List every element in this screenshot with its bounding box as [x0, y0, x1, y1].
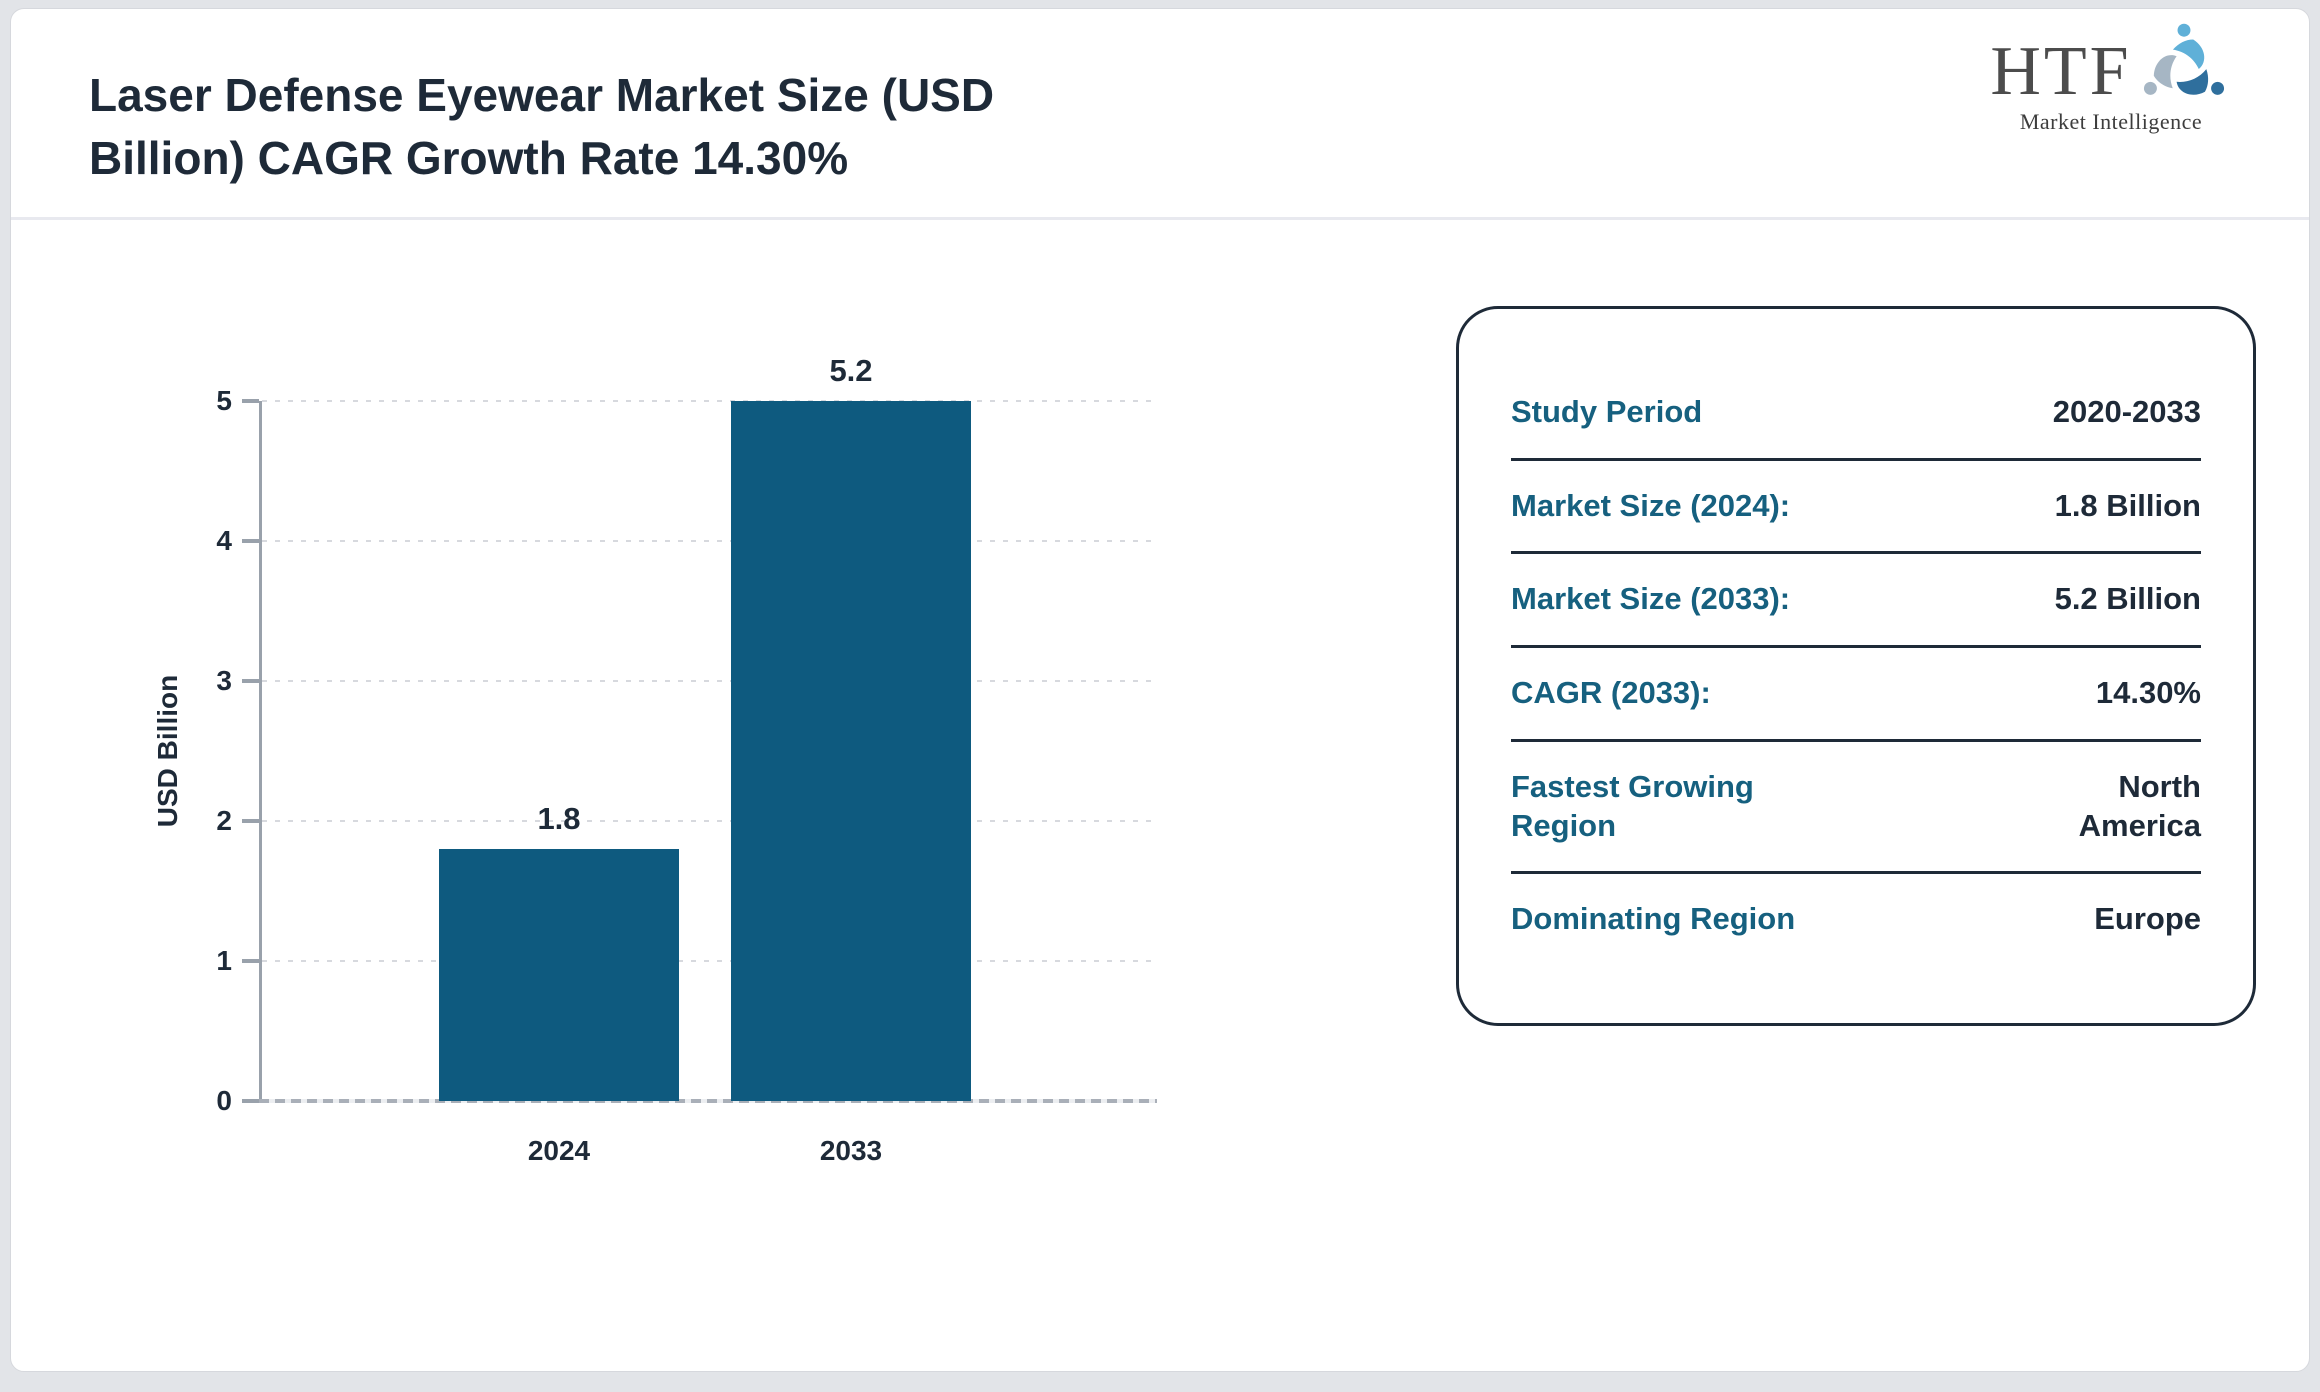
panel-row-value: North America [2078, 768, 2201, 843]
panel-row-label: CAGR (2033): [1511, 675, 1711, 711]
panel-row-label: Market Size (2033): [1511, 581, 1791, 617]
logo-tagline: Market Intelligence [2019, 109, 2203, 134]
header-divider [11, 217, 2309, 220]
htf-logo: HTF Market Intelligence [1961, 23, 2261, 135]
gridline [262, 960, 1154, 962]
summary-panel: Study Period 2020-2033 Market Size (2024… [1456, 306, 2256, 1026]
panel-row-value: 1.8 Billion [2054, 487, 2201, 523]
panel-row-value: Europe [2094, 901, 2201, 937]
infographic-card: Laser Defense Eyewear Market Size (USD B… [10, 8, 2310, 1372]
page-title: Laser Defense Eyewear Market Size (USD B… [89, 64, 994, 191]
y-axis-tick [242, 959, 259, 963]
y-axis-tick [242, 819, 259, 823]
panel-row: CAGR (2033): 14.30% [1511, 648, 2201, 742]
panel-row-label: Study Period [1511, 393, 1703, 429]
logo-brand-text: HTF [1990, 33, 2132, 110]
y-axis-tick [242, 1099, 259, 1103]
panel-row-value: 5.2 Billion [2054, 581, 2201, 617]
bar-2033 [731, 401, 971, 1101]
gridline [262, 820, 1154, 822]
y-tick-label: 0 [216, 1085, 232, 1116]
x-tick-label: 2024 [527, 1135, 591, 1166]
panel-row-value: 14.30% [2095, 675, 2201, 711]
y-tick-label: 1 [216, 945, 232, 976]
bar-value-label: 5.2 [829, 353, 873, 388]
y-axis-tick [242, 679, 259, 683]
x-axis-baseline [259, 1099, 1157, 1103]
y-axis-tick [242, 539, 259, 543]
y-tick-label: 3 [216, 665, 232, 696]
y-tick-label: 5 [216, 385, 232, 416]
y-tick-label: 2 [216, 805, 232, 836]
panel-row: Study Period 2020-2033 [1511, 367, 2201, 461]
panel-row: Market Size (2033): 5.2 Billion [1511, 554, 2201, 649]
panel-row-value: 2020-2033 [2052, 393, 2201, 429]
panel-row: Dominating Region Europe [1511, 874, 2201, 965]
page-title-line1: Laser Defense Eyewear Market Size (USD [89, 68, 995, 121]
bar-2024 [439, 849, 679, 1101]
y-axis-tick [242, 399, 259, 403]
panel-row: Fastest Growing Region North America [1511, 742, 2201, 875]
y-tick-label: 4 [216, 525, 232, 556]
panel-row: Market Size (2024): 1.8 Billion [1511, 461, 2201, 555]
panel-row-label: Market Size (2024): [1511, 487, 1791, 523]
gridline [262, 680, 1154, 682]
gridline [262, 540, 1154, 542]
gridline [262, 400, 1154, 402]
x-tick-label: 2033 [819, 1135, 883, 1166]
logo-swirl-icon [2135, 23, 2229, 110]
panel-row-label: Dominating Region [1511, 901, 1796, 937]
bar-value-label: 1.8 [537, 801, 581, 836]
page-title-line2: Billion) CAGR Growth Rate 14.30% [89, 132, 849, 185]
bar-chart: USD Billion 0 1 2 3 4 5 1.8 2024 5.2 2033 [152, 353, 1157, 1166]
panel-row-label: Fastest Growing Region [1511, 768, 1754, 843]
